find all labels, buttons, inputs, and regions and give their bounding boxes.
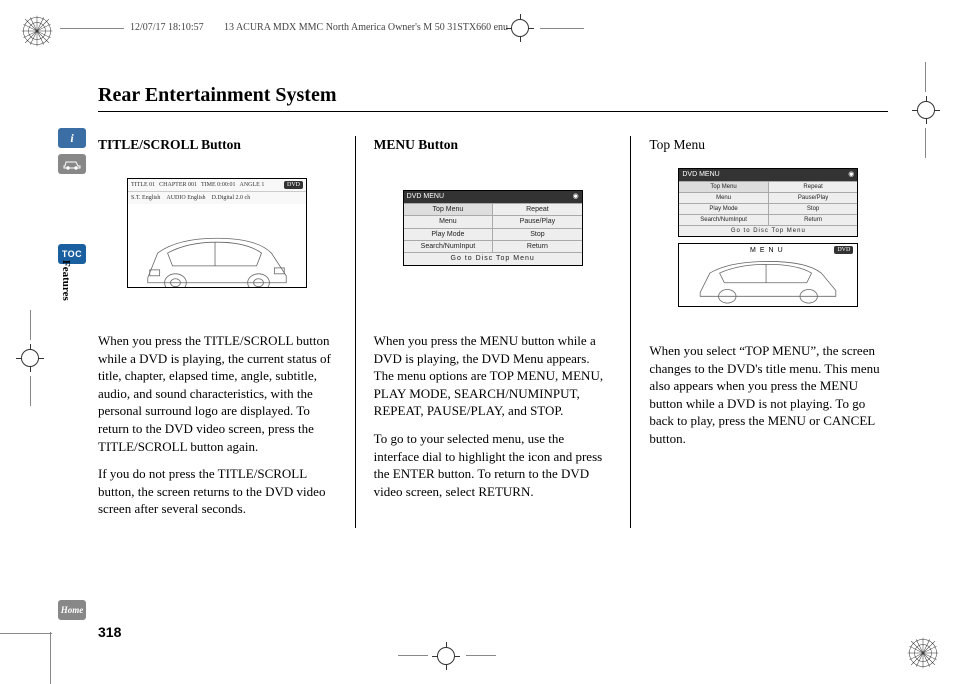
info-icon[interactable]: i [58,128,86,148]
col1-p2: If you do not press the TITLE/SCROLL but… [98,465,337,518]
column-divider [355,136,356,528]
header-doc-id: 13 ACURA MDX MMC North America Owner's M… [224,22,508,33]
col1-figure: TITLE 01 CHAPTER 001 TIME 0:00:01 ANGLE … [98,160,336,318]
nav-icon: ◉ [573,192,579,201]
guide-line [466,655,496,656]
dvd-menu-screen-small: DVD MENU◉ Top MenuRepeat MenuPause/Play … [678,168,858,237]
page-title: Rear Entertainment System [98,84,888,111]
features-label: Features [60,260,72,301]
reg-mark-bottom [432,642,460,670]
col2-heading: MENU Button [374,136,613,154]
guide-line [925,62,926,92]
page-number: 318 [98,624,121,640]
car-illustration [128,204,306,288]
col3-car-box: MENU DVD [678,243,858,307]
guide-line [60,28,124,29]
guide-line [925,128,926,158]
dvd-badge: DVD [284,181,303,189]
header-timestamp: 12/07/17 18:10:57 [130,22,204,33]
col1-heading: TITLE/SCROLL Button [98,136,337,154]
col2-p1: When you press the MENU button while a D… [374,332,613,420]
fig1-audio-row: S.T. English AUDIO English D.Digital 2.0… [128,192,306,204]
fig1-status-row: TITLE 01 CHAPTER 001 TIME 0:00:01 ANGLE … [128,179,306,192]
column-2: MENU Button DVD MENU◉ Top MenuRepeat Men… [374,136,613,528]
guide-line [50,632,51,684]
reg-mark-top [506,14,534,42]
col3-heading: Top Menu [649,136,888,154]
col2-p2: To go to your selected menu, use the int… [374,430,613,500]
col3-p1: When you select “TOP MENU”, the screen c… [649,342,888,447]
car-icon[interactable] [58,154,86,174]
column-divider [630,136,631,528]
guide-line [30,310,31,340]
menu-label: MENU [679,246,857,255]
reg-starburst-br [906,636,940,670]
reg-mark-right [912,96,940,124]
guide-line [30,376,31,406]
col2-figure: DVD MENU◉ Top MenuRepeat MenuPause/Play … [374,160,612,318]
col1-p1: When you press the TITLE/SCROLL button w… [98,332,337,455]
dvd-badge-small: DVD [834,246,853,254]
home-icon[interactable]: Home [58,600,86,620]
reg-starburst-tl [20,14,54,48]
guide-line [0,633,52,634]
guide-line [398,655,428,656]
title-rule [98,111,888,112]
col3-figure: DVD MENU◉ Top MenuRepeat MenuPause/Play … [649,160,887,328]
dvd-menu-screen: DVD MENU◉ Top MenuRepeat MenuPause/Play … [403,190,583,266]
reg-mark-left [16,344,44,372]
column-3: Top Menu DVD MENU◉ Top MenuRepeat MenuPa… [649,136,888,528]
guide-line [540,28,584,29]
nav-icon: ◉ [848,170,854,179]
column-1: TITLE/SCROLL Button TITLE 01 CHAPTER 001… [98,136,337,528]
